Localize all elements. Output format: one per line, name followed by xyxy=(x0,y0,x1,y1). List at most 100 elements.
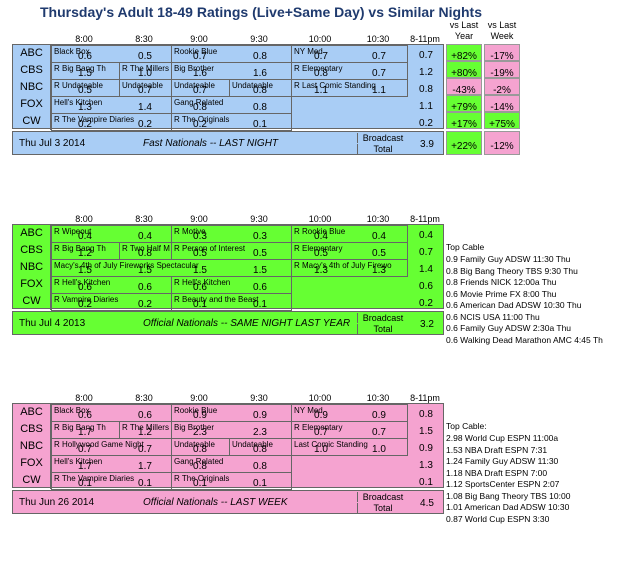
rating-value: 1.5 xyxy=(253,265,267,276)
show-title: R Big Bang Th xyxy=(54,423,106,432)
total-label: Total xyxy=(357,503,408,513)
time-header: 8:00 xyxy=(75,214,93,224)
time-header: 8:00 xyxy=(75,393,93,403)
show-title: Big Brother xyxy=(174,423,215,432)
show-title: R The Vampire Diaries xyxy=(54,115,135,124)
rating-value: 0.6 xyxy=(78,410,92,421)
rating-value xyxy=(291,119,351,127)
top-cable-item: 1.18 NBA Draft ESPN 7:00 xyxy=(446,467,548,478)
top-cable-item: 0.8 Big Bang Theory TBS 9:30 Thu xyxy=(446,265,578,276)
show-title: R Beauty and the Beast xyxy=(174,295,259,304)
show-title: R Undateable xyxy=(54,81,103,90)
rating-value: 0.8 xyxy=(314,68,328,79)
rating-value: 0.7 xyxy=(372,68,386,79)
night-total: 1.5 xyxy=(419,426,433,437)
night-total: 0.8 xyxy=(419,84,433,95)
total-label: Total xyxy=(357,324,408,334)
network-label: CBS xyxy=(13,242,51,259)
show-title: R The Vampire Diaries xyxy=(54,474,135,483)
rating-value: 0.2 xyxy=(193,119,207,130)
show-title: R Elementary xyxy=(294,423,343,432)
top-cable-item: 1.53 NBA Draft ESPN 7:31 xyxy=(446,444,548,455)
show-title: NY Med xyxy=(294,406,323,415)
rating-value: 1.6 xyxy=(193,68,207,79)
rating-value: 0.6 xyxy=(138,410,152,421)
time-header: 8:00 xyxy=(75,34,93,44)
rating-value: 1.7 xyxy=(138,461,152,472)
rating-value: 1.7 xyxy=(78,461,92,472)
night-total: 0.4 xyxy=(419,230,433,241)
network-label: CBS xyxy=(13,421,51,438)
show-title: Rookie Blue xyxy=(174,47,218,56)
vs-last-week: +75% xyxy=(484,112,520,130)
show-title: Gang Related xyxy=(174,98,224,107)
rating-value: 0.6 xyxy=(138,282,152,293)
rating-value: 0.6 xyxy=(78,282,92,293)
top-cable-item: 1.08 Big Bang Theory TBS 10:00 xyxy=(446,490,571,501)
show-cell: R Macy's 4th of July Firewo xyxy=(291,259,408,277)
rating-value: 0.1 xyxy=(253,478,267,489)
rating-value: 0.7 xyxy=(193,51,207,62)
vs-last-week: -19% xyxy=(484,61,520,79)
rating-value: 0.5 xyxy=(253,248,267,259)
rating-value: 1.6 xyxy=(253,68,267,79)
rating-value: 0.7 xyxy=(78,444,92,455)
time-header: 10:00 xyxy=(308,393,332,403)
night-total: 0.7 xyxy=(419,247,433,258)
rating-value: 1.0 xyxy=(314,444,328,455)
rating-value: 1.5 xyxy=(78,265,92,276)
rating-value: 0.5 xyxy=(78,85,92,96)
rating-value: 1.0 xyxy=(372,444,386,455)
footer-date: Thu Jul 3 2014 xyxy=(19,138,86,149)
rating-value: 0.5 xyxy=(193,248,207,259)
show-title: NY Med xyxy=(294,47,323,56)
show-cell: R The Originals xyxy=(171,113,292,131)
time-header: 10:00 xyxy=(308,214,332,224)
rating-value: 0.6 xyxy=(193,282,207,293)
rating-value: 0.4 xyxy=(372,231,386,242)
top-footer: Thu Jul 3 2014 Fast Nationals -- LAST NIG… xyxy=(12,131,444,155)
network-label: NBC xyxy=(13,79,51,96)
night-total: 0.8 xyxy=(419,409,433,420)
rating-value xyxy=(351,478,407,486)
rating-value xyxy=(351,119,407,127)
rating-value: 0.9 xyxy=(314,410,328,421)
broadcast-label: Broadcast xyxy=(357,133,408,143)
top-cable-item: 0.8 Friends NICK 12:00a Thu xyxy=(446,277,557,287)
rating-value: 0.8 xyxy=(193,461,207,472)
footer-label: Official Nationals -- SAME NIGHT LAST YE… xyxy=(143,318,351,329)
show-title: R Hell's Kitchen xyxy=(54,278,111,287)
rating-value: 0.8 xyxy=(253,444,267,455)
rating-value: 0.7 xyxy=(138,444,152,455)
time-header: 9:00 xyxy=(190,214,208,224)
rating-value: 0.7 xyxy=(314,427,328,438)
time-header: 10:30 xyxy=(366,34,390,44)
top-cable-item: 1.24 Family Guy ADSW 11:30 xyxy=(446,456,559,466)
time-header: 9:30 xyxy=(250,393,268,403)
broadcast-total: 3.2 xyxy=(420,319,434,330)
rating-value: 0.8 xyxy=(253,461,267,472)
rating-value: 0.3 xyxy=(253,231,267,242)
show-title: Macy's 4th of July Fireworks Spectacular xyxy=(54,261,199,270)
show-title: R The Originals xyxy=(174,474,230,483)
rating-value: 1.7 xyxy=(78,427,92,438)
rating-value: 0.7 xyxy=(138,85,152,96)
rating-value: 0.1 xyxy=(138,478,152,489)
show-title: R Hollywood Game Night xyxy=(54,440,144,449)
middle-footer: Thu Jul 4 2013 Official Nationals -- SAME… xyxy=(12,311,444,335)
show-title: R Big Bang Th xyxy=(54,244,106,253)
time-header: 9:00 xyxy=(190,393,208,403)
time-header: 9:30 xyxy=(250,34,268,44)
vs-last-year: +80% xyxy=(446,61,482,79)
rating-value: 0.9 xyxy=(193,410,207,421)
show-title: R Hell's Kitchen xyxy=(174,278,231,287)
rating-value: 0.7 xyxy=(193,85,207,96)
network-label: NBC xyxy=(13,259,51,276)
show-cell: Last Comic Standing xyxy=(291,438,408,456)
total-label: Total xyxy=(357,144,408,154)
network-label: ABC xyxy=(13,225,51,242)
rating-value: 0.2 xyxy=(138,299,152,310)
show-cell: R The Originals xyxy=(171,472,292,490)
show-title: R The Millers xyxy=(122,64,169,73)
time-header: 10:30 xyxy=(366,393,390,403)
